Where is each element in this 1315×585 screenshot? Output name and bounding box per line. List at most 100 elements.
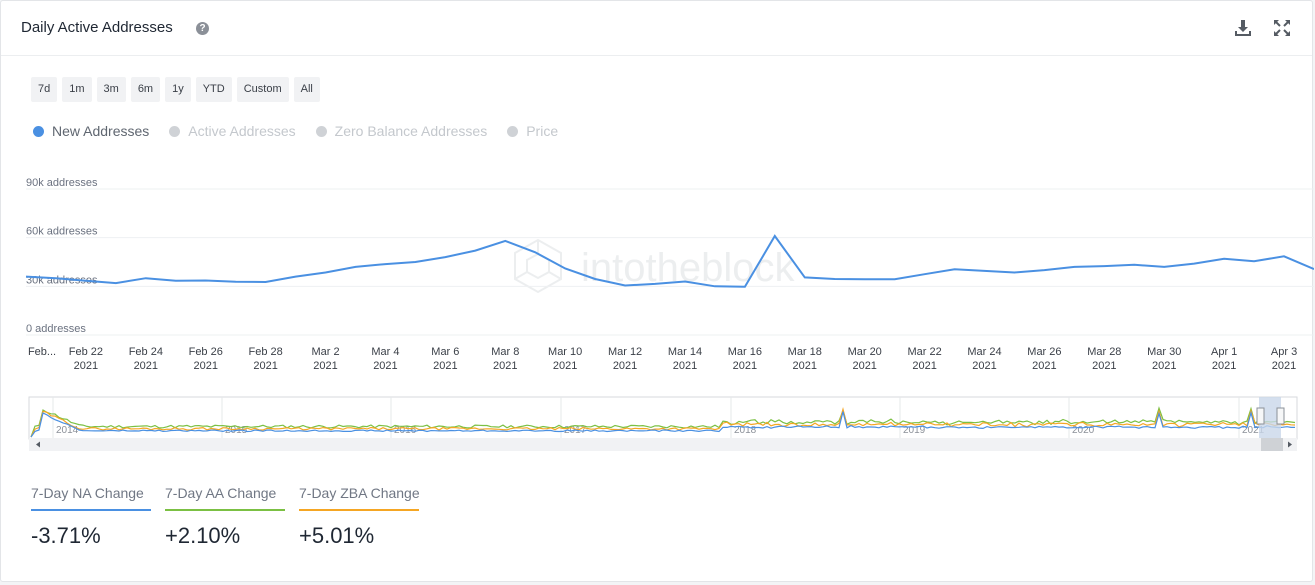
legend-label: Zero Balance Addresses [334,123,488,139]
stat-value: +2.10% [165,523,241,548]
x-tick-label: Mar 22 [907,346,941,358]
x-tick-year-label: 2021 [1212,360,1236,372]
x-tick-year-label: 2021 [433,360,457,372]
legend-dot-icon [507,125,519,137]
range-custom-button[interactable]: Custom [236,77,289,102]
change-stats: 7-Day NA Change -3.71% 7-Day AA Change +… [31,485,420,549]
x-tick-year-label: 2021 [733,360,757,372]
x-tick-label: Mar 6 [431,346,459,358]
scroll-right-icon[interactable] [1288,441,1292,448]
legend-label: Price [526,123,559,139]
range-navigator[interactable]: 2014 2015 2016 2017 2018 2019 2020 2021 [1,394,1314,454]
range-6m-button[interactable]: 6m [130,77,161,102]
x-tick-label: Apr 1 [1211,346,1237,358]
x-tick-label: Mar 14 [668,346,702,358]
x-tick-label: Mar 26 [1027,346,1061,358]
navigator-scrollbar-thumb[interactable] [1261,438,1283,451]
download-icon[interactable] [1233,18,1253,38]
chart-title: Daily Active Addresses [21,19,173,36]
navigator-year-label: 2019 [903,425,926,436]
x-tick-year-label: 2021 [793,360,817,372]
navigator-left-handle[interactable] [1256,407,1265,425]
legend-item-zero-balance-addresses[interactable]: Zero Balance Addresses [315,123,488,139]
navigator-year-label: 2020 [1072,425,1095,436]
x-tick-label: Mar 24 [967,346,1001,358]
x-tick-label: Mar 8 [491,346,519,358]
legend-item-active-addresses[interactable]: Active Addresses [169,123,296,139]
y-tick-label: 60k addresses [26,226,98,238]
x-tick-label: Feb 22 [69,346,103,358]
navigator-year-label: 2014 [56,425,79,436]
legend-dot-icon [169,125,181,137]
scroll-left-icon[interactable] [36,441,40,448]
legend-dot-icon [315,125,327,137]
x-tick-label: Mar 4 [371,346,399,358]
card-header: Daily Active Addresses ? [1,1,1312,56]
stat-zba-change: 7-Day ZBA Change +5.01% [299,485,420,549]
question-circle-icon[interactable]: ? [196,22,209,35]
chart-legend: New Addresses Active Addresses Zero Bala… [33,123,558,139]
series-line-new-addresses[interactable] [25,234,1314,288]
navigator-scrollbar[interactable] [29,438,1297,451]
x-tick-year-label: 2021 [852,360,876,372]
legend-item-price[interactable]: Price [507,123,558,139]
navigator-line-active [30,406,1296,438]
x-tick-label: Mar 10 [548,346,582,358]
range-3m-button[interactable]: 3m [96,77,126,102]
x-tick-label: Mar 12 [608,346,642,358]
navigator-frame [28,396,1298,440]
range-7d-button[interactable]: 7d [31,77,58,102]
stat-value: -3.71% [31,523,101,548]
x-tick-year-label: 2021 [253,360,277,372]
legend-label: New Addresses [52,123,150,139]
x-tick-label: Mar 30 [1147,346,1181,358]
legend-dot-icon [33,125,44,137]
legend-label: Active Addresses [188,123,296,139]
x-tick-label: Feb 28 [249,346,283,358]
x-tick-year-label: 2021 [1152,360,1176,372]
legend-item-new-addresses[interactable]: New Addresses [33,123,149,139]
x-tick-year-label: 2021 [493,360,517,372]
x-tick-label: Mar 2 [311,346,339,358]
x-tick-label: Mar 28 [1087,346,1121,358]
x-tick-year-label: 2021 [553,360,577,372]
y-tick-label: 90k addresses [26,177,98,189]
x-tick-label: Feb 24 [129,346,163,358]
stat-label: 7-Day ZBA Change [299,485,420,511]
stat-label: 7-Day NA Change [31,485,151,511]
x-tick-label: Feb 26 [189,346,223,358]
x-tick-year-label: 2021 [673,360,697,372]
time-range-selector: 7d 1m 3m 6m 1y YTD Custom All [31,77,320,102]
x-tick-year-label: 2021 [74,360,98,372]
x-tick-year-label: 2021 [134,360,158,372]
x-tick-year-label: 2021 [1272,360,1296,372]
range-1y-button[interactable]: 1y [165,77,191,102]
x-tick-year-label: 2021 [1032,360,1056,372]
x-tick-label: Feb... [28,346,56,358]
x-tick-year-label: 2021 [912,360,936,372]
x-tick-label: Mar 16 [728,346,762,358]
expand-icon[interactable] [1272,18,1292,38]
x-tick-label: Apr 3 [1271,346,1297,358]
navigator-right-handle[interactable] [1276,407,1285,425]
range-1m-button[interactable]: 1m [62,77,92,102]
stat-value: +5.01% [299,523,375,548]
range-all-button[interactable]: All [293,77,320,102]
stat-na-change: 7-Day NA Change -3.71% [31,485,151,549]
y-tick-label: 0 addresses [26,323,86,335]
navigator-line-zero-balance [30,406,1296,438]
x-tick-year-label: 2021 [193,360,217,372]
x-tick-label: Mar 18 [788,346,822,358]
navigator-line-new [30,410,1295,438]
x-tick-year-label: 2021 [613,360,637,372]
x-tick-label: Mar 20 [848,346,882,358]
x-tick-year-label: 2021 [1092,360,1116,372]
stat-aa-change: 7-Day AA Change +2.10% [165,485,285,549]
navigator-year-label: 2018 [734,425,757,436]
x-tick-year-label: 2021 [373,360,397,372]
range-ytd-button[interactable]: YTD [195,77,232,102]
x-tick-year-label: 2021 [313,360,337,372]
x-tick-year-label: 2021 [972,360,996,372]
